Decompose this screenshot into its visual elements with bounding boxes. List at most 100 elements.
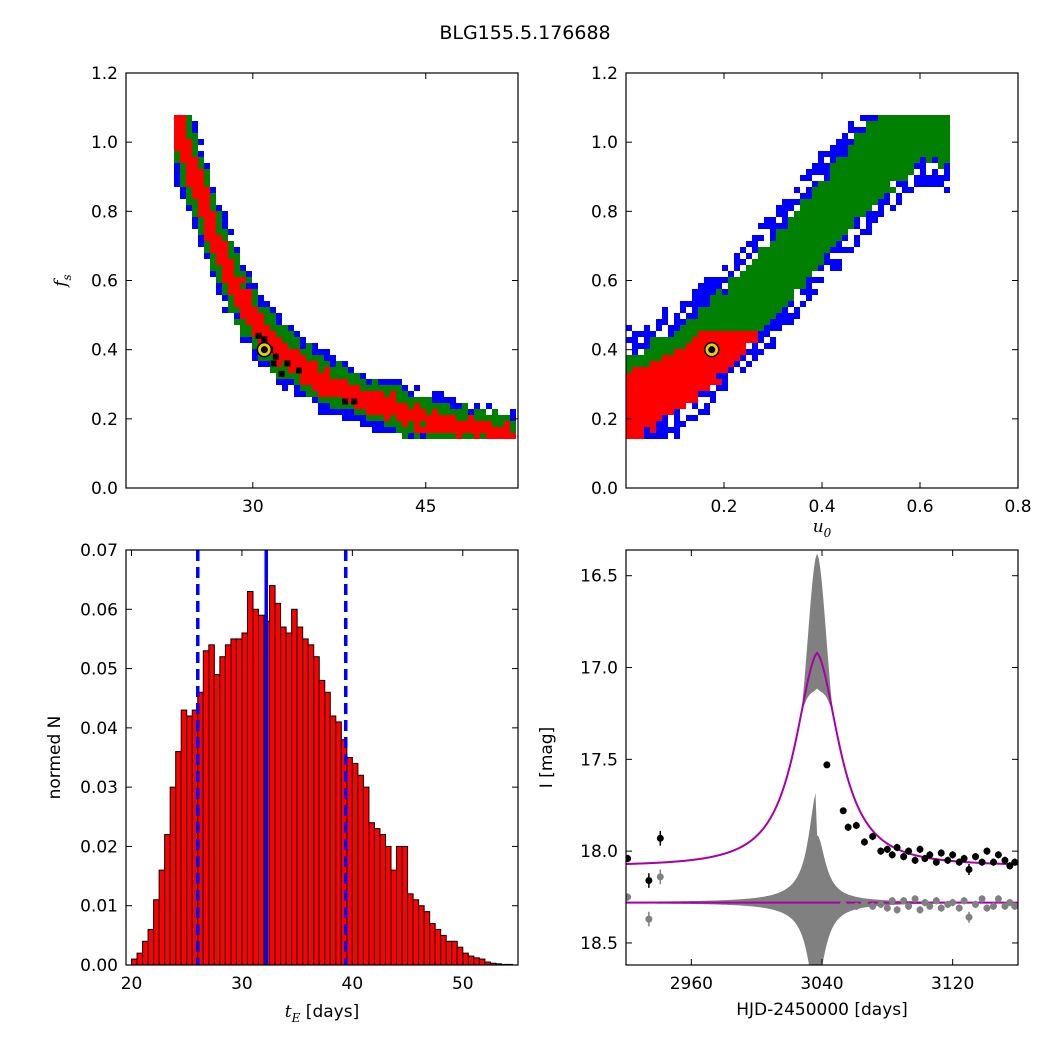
heatmap-cell [198, 139, 204, 145]
heatmap-cell [626, 397, 632, 403]
heatmap-cell [734, 313, 740, 319]
heatmap-cell [758, 265, 764, 271]
heatmap-cell [908, 139, 914, 145]
heatmap-cell [348, 385, 354, 391]
heatmap-cell [192, 145, 198, 151]
heatmap-cell [716, 283, 722, 289]
heatmap-cell [818, 169, 824, 175]
heatmap-cell [806, 277, 812, 283]
heatmap-cell [830, 145, 836, 151]
heatmap-cell [456, 427, 462, 433]
heatmap-cell [842, 211, 848, 217]
heatmap-cell [932, 181, 938, 187]
heatmap-cell [264, 355, 270, 361]
heatmap-cell [818, 247, 824, 253]
heatmap-cell [450, 427, 456, 433]
heatmap-cell [360, 391, 366, 397]
heatmap-cell [758, 283, 764, 289]
heatmap-cell [318, 373, 324, 379]
heatmap-cell [444, 397, 450, 403]
heatmap-cell [638, 397, 644, 403]
heatmap-cell [252, 355, 258, 361]
heatmap-cell [848, 187, 854, 193]
heatmap-cell [246, 325, 252, 331]
residual-point [888, 897, 896, 905]
heatmap-cell [324, 391, 330, 397]
model-curve [626, 651, 1018, 866]
y-tick-label: 0.01 [80, 897, 118, 917]
heatmap-cell [348, 409, 354, 415]
heatmap-cell [626, 385, 632, 391]
heatmap-cell [812, 289, 818, 295]
heatmap-cell [216, 283, 222, 289]
heatmap-cell [312, 343, 318, 349]
heatmap-cell [686, 367, 692, 373]
heatmap-cell [698, 319, 704, 325]
histogram-bar [462, 952, 469, 966]
heatmap-cell [300, 373, 306, 379]
heatmap-cell [662, 415, 668, 421]
heatmap-cell [354, 373, 360, 379]
histogram-bar [384, 845, 392, 966]
heatmap-cell [686, 391, 692, 397]
heatmap-cell [390, 415, 396, 421]
heatmap-cell [656, 403, 662, 409]
heatmap-cell [456, 415, 462, 421]
heatmap-cell [204, 187, 210, 193]
heatmap-cell [782, 271, 788, 277]
heatmap-cell [896, 193, 902, 199]
heatmap-cell [662, 433, 668, 439]
heatmap-cell [758, 313, 764, 319]
heatmap-cell [180, 187, 186, 193]
heatmap-cell [650, 421, 656, 427]
heatmap-cell [204, 235, 210, 241]
heatmap-cell [836, 187, 842, 193]
heatmap-cell [770, 259, 776, 265]
heatmap-cell [776, 271, 782, 277]
heatmap-cell [408, 397, 414, 403]
heatmap-cell [204, 223, 210, 229]
heatmap-cell [698, 331, 704, 337]
heatmap-cell [674, 397, 680, 403]
heatmap-cell [632, 385, 638, 391]
heatmap-cell [800, 241, 806, 247]
heatmap-cell [222, 253, 228, 259]
observation-point [852, 821, 860, 829]
heatmap-cell [782, 265, 788, 271]
heatmap-cell [510, 415, 516, 421]
heatmap-cell [228, 289, 234, 295]
heatmap-cell [662, 403, 668, 409]
heatmap-cell [674, 403, 680, 409]
heatmap-cell [740, 289, 746, 295]
heatmap-cell [734, 289, 740, 295]
heatmap-cell [258, 301, 264, 307]
heatmap-cell [674, 361, 680, 367]
heatmap-cell [842, 205, 848, 211]
heatmap-cell [764, 283, 770, 289]
heatmap-cell [674, 379, 680, 385]
observation-point [944, 856, 952, 864]
y-tick-label: 0.4 [91, 341, 118, 361]
heatmap-cell [674, 415, 680, 421]
heatmap-cell [752, 295, 758, 301]
heatmap-cell [722, 295, 728, 301]
heatmap-cell [638, 367, 644, 373]
heatmap-cell [722, 361, 728, 367]
heatmap-cell [402, 391, 408, 397]
heatmap-cell [884, 181, 890, 187]
heatmap-cell [902, 121, 908, 127]
heatmap-cell [300, 361, 306, 367]
heatmap-cell [222, 289, 228, 295]
heatmap-cell [210, 229, 216, 235]
heatmap-cell [360, 409, 366, 415]
observation-point [965, 866, 973, 874]
heatmap-cell [210, 235, 216, 241]
heatmap-cell [704, 277, 710, 283]
heatmap-cell [656, 415, 662, 421]
heatmap-cell [246, 277, 252, 283]
heatmap-cell [348, 367, 354, 373]
heatmap-cell [174, 151, 180, 157]
best-cell [261, 336, 268, 343]
heatmap-cell [794, 217, 800, 223]
heatmap-cell [186, 133, 192, 139]
